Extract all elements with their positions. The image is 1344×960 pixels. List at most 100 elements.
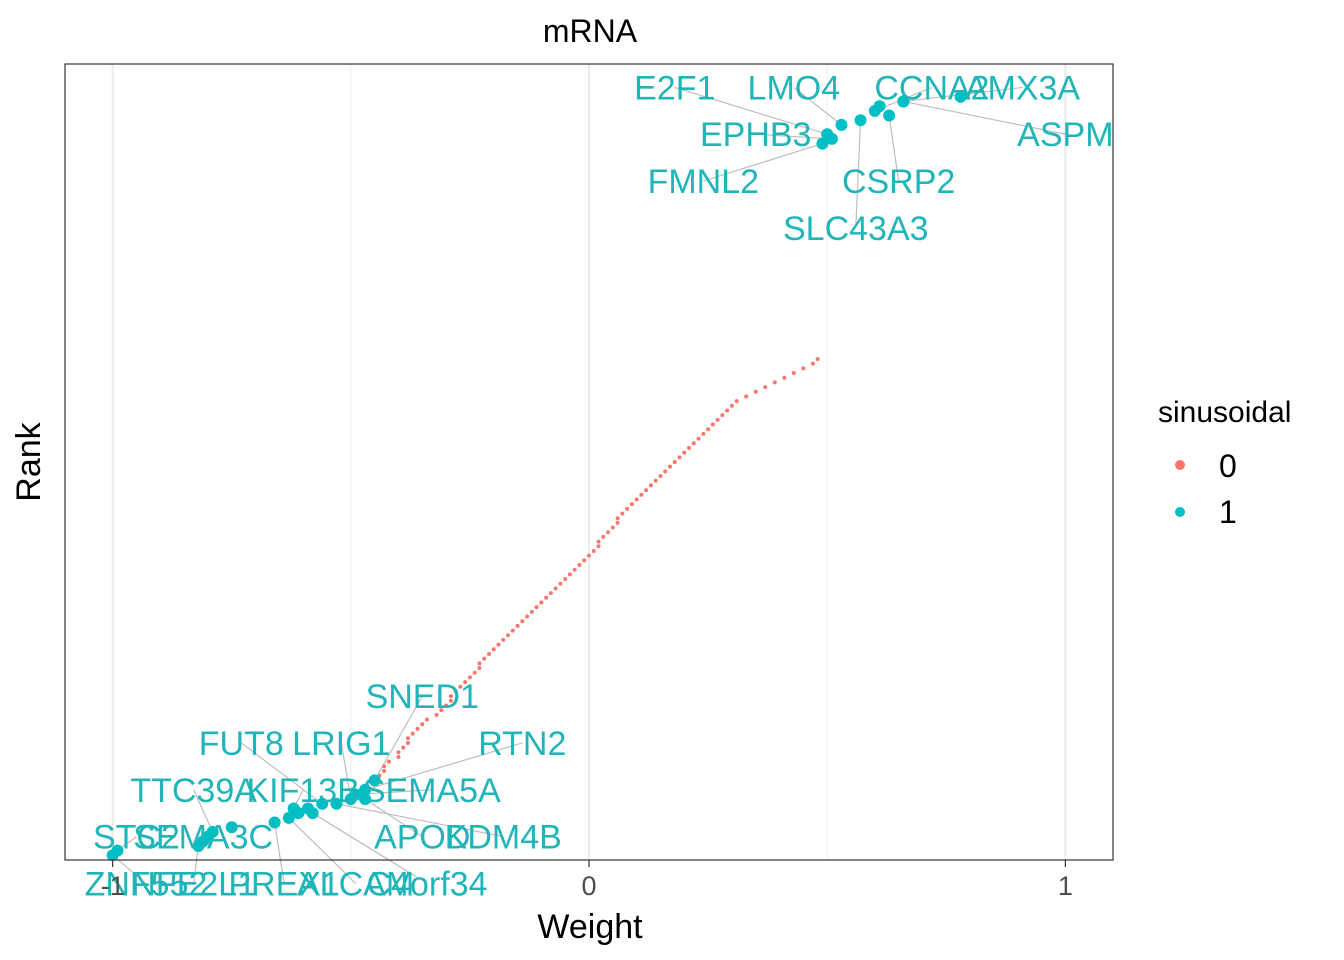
data-point-0 (596, 544, 601, 549)
point-label: ZNF552 (85, 865, 208, 903)
point-label: FMNL2 (648, 163, 759, 201)
data-point-0 (520, 619, 525, 624)
data-point-1 (349, 788, 362, 801)
point-label: KDM4B (445, 819, 562, 857)
data-point-0 (548, 591, 553, 596)
leader-line (364, 798, 423, 838)
point-label: EPHB3 (700, 116, 812, 154)
data-points (106, 90, 967, 862)
grid-lines (111, 64, 1067, 860)
leader-line (903, 100, 1066, 135)
legend-entry-1: 1 (1219, 494, 1237, 530)
data-point-0 (667, 464, 672, 469)
leader-line (793, 86, 842, 126)
point-label: FUT8 (199, 725, 284, 763)
point-label: ALCAM (297, 865, 414, 903)
data-point-1 (359, 783, 372, 796)
data-point-1 (854, 114, 867, 127)
data-point-0 (629, 502, 634, 507)
x-axis-label: Weight (537, 908, 643, 946)
point-label: E2F1 (634, 69, 715, 107)
data-point-0 (534, 605, 539, 610)
data-point-1 (368, 774, 381, 787)
data-point-0 (515, 623, 520, 628)
data-point-0 (482, 656, 487, 661)
data-point-0 (615, 516, 620, 521)
data-point-0 (791, 371, 796, 376)
data-point-1 (197, 835, 210, 848)
point-label: STC2 (93, 819, 180, 857)
data-point-1 (816, 137, 829, 150)
data-point-0 (539, 600, 544, 605)
data-point-0 (610, 525, 615, 530)
legend-key-1 (1175, 507, 1185, 517)
data-point-0 (801, 366, 806, 371)
data-point-0 (658, 474, 663, 479)
data-point-0 (529, 609, 534, 614)
data-point-0 (386, 759, 391, 764)
data-point-0 (810, 361, 815, 366)
data-point-0 (572, 567, 577, 572)
data-point-0 (587, 553, 591, 558)
data-point-0 (672, 460, 677, 464)
data-point-1 (897, 95, 910, 108)
data-point-0 (567, 572, 572, 577)
data-point-0 (706, 427, 711, 432)
data-point-0 (582, 558, 587, 563)
data-point-0 (458, 684, 463, 689)
data-point-0 (744, 394, 749, 399)
leader-line (855, 120, 862, 228)
data-point-0 (506, 633, 511, 638)
leader-line (274, 822, 285, 884)
data-point-0 (620, 511, 625, 516)
data-point-1 (825, 132, 838, 145)
legend-entry-0: 0 (1219, 448, 1237, 484)
data-point-1 (835, 118, 848, 131)
data-point-0 (682, 450, 687, 455)
data-point-0 (691, 441, 696, 446)
data-point-0 (420, 722, 425, 727)
point-label: ASPM (1017, 116, 1113, 154)
data-point-0 (405, 740, 410, 745)
data-point-0 (710, 422, 715, 427)
data-point-0 (687, 445, 692, 450)
leader-line (193, 845, 199, 884)
data-point-0 (501, 637, 506, 642)
leader-line (288, 817, 357, 884)
data-point-1 (873, 100, 886, 113)
data-point-0 (491, 647, 496, 652)
data-point-0 (444, 703, 449, 708)
data-point-1 (301, 802, 314, 815)
leader-line (888, 115, 900, 182)
data-point-0 (453, 689, 458, 694)
point-label: RTN2 (478, 725, 566, 763)
point-label: TTC39A (130, 772, 257, 810)
data-point-0 (615, 520, 620, 525)
data-point-0 (415, 726, 420, 731)
x-tick-label: 0 (581, 871, 596, 901)
point-label: AMX3A (965, 69, 1081, 107)
data-point-0 (720, 413, 725, 418)
data-point-0 (396, 754, 401, 759)
data-point-0 (763, 385, 768, 390)
data-point-0 (496, 642, 501, 647)
point-label: SLC43A3 (783, 210, 929, 248)
data-point-0 (639, 492, 644, 497)
point-label: C4orf34 (367, 865, 488, 903)
point-label: CCNA2 (874, 69, 989, 107)
data-point-0 (477, 661, 482, 666)
data-point-0 (396, 750, 401, 755)
data-point-1 (206, 825, 219, 838)
data-point-0 (601, 534, 606, 539)
point-label: LMO4 (748, 69, 841, 107)
leader-line (336, 803, 504, 838)
data-point-0 (434, 712, 439, 717)
data-point-0 (448, 694, 453, 699)
data-point-0 (701, 431, 706, 436)
legend-title: sinusoidal (1158, 396, 1291, 429)
data-point-0 (463, 680, 468, 685)
data-point-0 (439, 708, 444, 713)
data-point-0 (677, 455, 682, 460)
